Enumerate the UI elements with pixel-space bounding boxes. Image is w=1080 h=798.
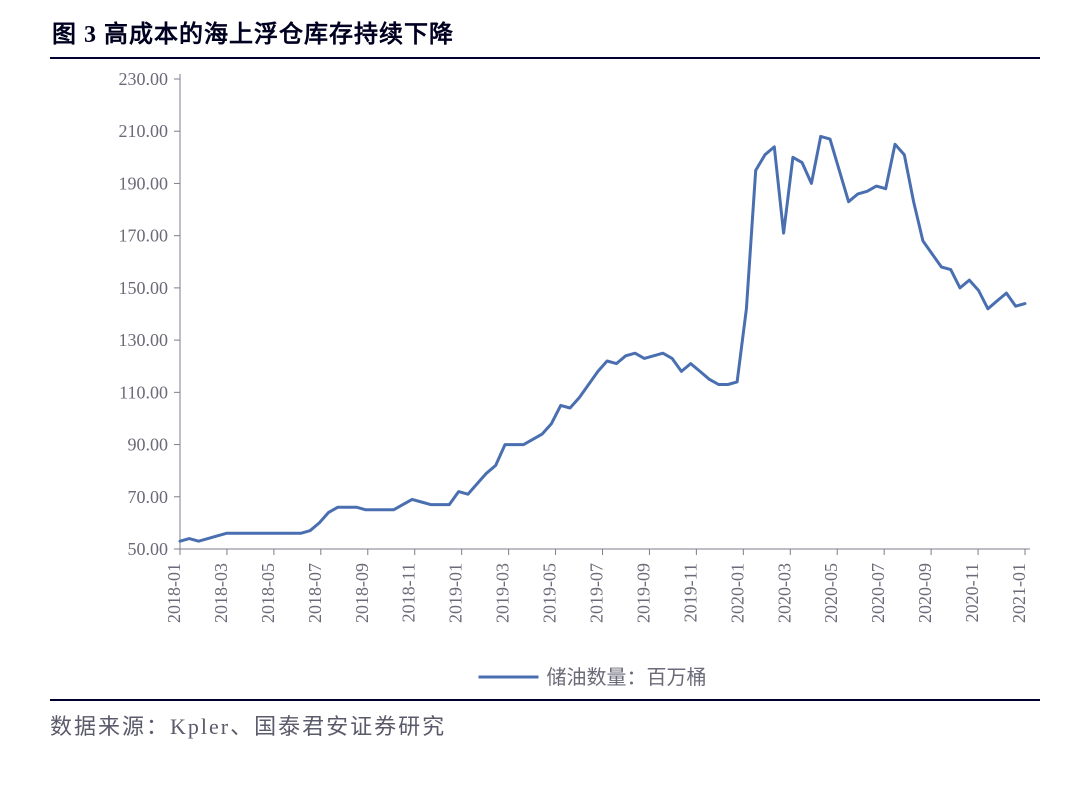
line-chart: 50.00 70.00 90.00 110.00 130.00 150.00 170.00 1… xyxy=(50,59,1040,699)
svg-text:210.00: 210.00 xyxy=(119,121,169,141)
svg-text:230.00: 230.00 xyxy=(119,69,169,89)
figure-frame: 图 3 高成本的海上浮仓库存持续下降 50.00 70.00 90.00 110.00… xyxy=(0,0,1080,798)
svg-text:2020-11: 2020-11 xyxy=(962,563,982,622)
svg-text:110.00: 110.00 xyxy=(119,382,168,402)
svg-text:2018-09: 2018-09 xyxy=(352,563,372,623)
svg-text:150.00: 150.00 xyxy=(119,278,169,298)
svg-text:2019-03: 2019-03 xyxy=(493,563,513,623)
svg-text:2021-01: 2021-01 xyxy=(1009,563,1029,623)
data-source: 数据来源：Kpler、国泰君安证券研究 xyxy=(50,699,1040,741)
svg-text:储油数量：百万桶: 储油数量：百万桶 xyxy=(547,666,707,689)
svg-text:2019-09: 2019-09 xyxy=(633,563,653,623)
svg-text:2020-05: 2020-05 xyxy=(821,563,841,623)
svg-text:170.00: 170.00 xyxy=(119,226,169,246)
svg-text:2020-03: 2020-03 xyxy=(774,563,794,623)
svg-text:2018-03: 2018-03 xyxy=(211,563,231,623)
svg-text:2020-07: 2020-07 xyxy=(868,563,888,623)
svg-text:2020-09: 2020-09 xyxy=(915,563,935,623)
figure-title: 图 3 高成本的海上浮仓库存持续下降 xyxy=(50,10,1040,59)
svg-text:2019-11: 2019-11 xyxy=(680,563,700,622)
svg-text:2019-01: 2019-01 xyxy=(446,563,466,623)
svg-text:2018-11: 2018-11 xyxy=(399,563,419,622)
svg-text:50.00: 50.00 xyxy=(128,539,169,559)
svg-text:2019-05: 2019-05 xyxy=(540,563,560,623)
svg-text:90.00: 90.00 xyxy=(128,435,169,455)
svg-text:2019-07: 2019-07 xyxy=(587,563,607,623)
svg-text:2018-07: 2018-07 xyxy=(305,563,325,623)
svg-text:2018-01: 2018-01 xyxy=(164,563,184,623)
svg-text:2018-05: 2018-05 xyxy=(258,563,278,623)
svg-text:130.00: 130.00 xyxy=(119,330,169,350)
svg-text:190.00: 190.00 xyxy=(119,173,169,193)
chart-container: 50.00 70.00 90.00 110.00 130.00 150.00 170.00 1… xyxy=(50,59,1040,699)
svg-text:2020-01: 2020-01 xyxy=(727,563,747,623)
svg-text:70.00: 70.00 xyxy=(128,487,169,507)
